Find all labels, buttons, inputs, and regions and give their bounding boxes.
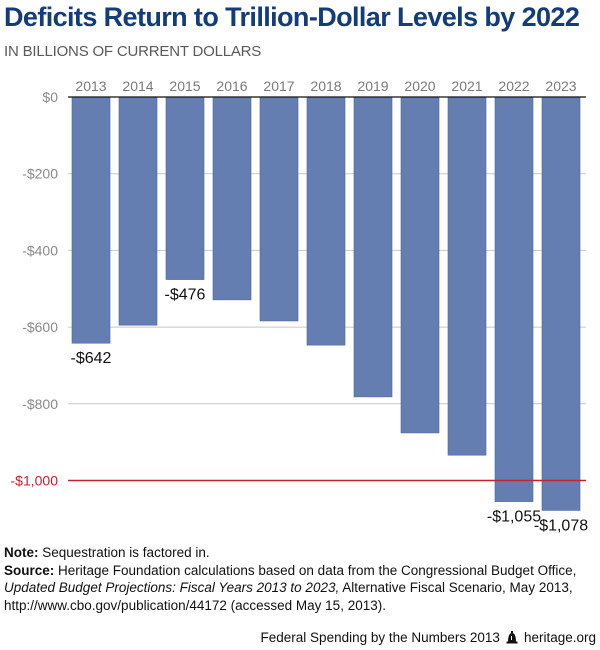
bar-2019 — [353, 96, 393, 398]
chart-subtitle: IN BILLIONS OF CURRENT DOLLARS — [4, 43, 262, 60]
category-label: 2016 — [216, 78, 247, 94]
liberty-bell-icon — [506, 631, 518, 644]
category-label: 2023 — [545, 78, 576, 94]
bar-2016 — [212, 96, 252, 301]
chart-title: Deficits Return to Trillion-Dollar Level… — [4, 2, 580, 32]
note-line: Note: Sequestration is factored in. — [4, 544, 600, 562]
bar-2014 — [118, 96, 158, 326]
bar-2023 — [541, 96, 581, 511]
bar-2018 — [306, 96, 346, 346]
y-tick-label: -$200 — [22, 166, 58, 182]
category-label: 2015 — [169, 78, 200, 94]
y-axis-ticks: $0 -$200 -$400 -$600 -$800 -$1,000 — [11, 89, 59, 489]
category-label: 2014 — [122, 78, 153, 94]
category-label: 2013 — [75, 78, 106, 94]
y-tick-label: $0 — [42, 89, 58, 105]
y-tick-label: -$600 — [22, 319, 58, 335]
data-label-2015: -$476 — [165, 287, 206, 304]
category-label: 2017 — [263, 78, 294, 94]
y-tick-label: -$1,000 — [11, 473, 59, 489]
source-text-2: Alternative Fiscal Scenario, May 2013, h… — [4, 580, 573, 613]
y-tick-label: -$800 — [22, 396, 58, 412]
site-link[interactable]: heritage.org — [523, 630, 596, 645]
source-text-1: Heritage Foundation calculations based o… — [54, 562, 577, 578]
note-text: Sequestration is factored in. — [38, 545, 210, 560]
source-title: Updated Budget Projections: Fiscal Years… — [4, 580, 340, 595]
bar-2021 — [447, 96, 487, 456]
bar-2022 — [494, 96, 534, 502]
note-label: Note: — [4, 545, 39, 560]
category-labels: 2013 2014 2015 2016 2017 2018 2019 2020 2021 2022… — [75, 78, 576, 94]
data-label-2023: -$1,078 — [534, 517, 588, 534]
source-line: Source: Heritage Foundation calculations… — [4, 562, 600, 615]
notes-block: Note: Sequestration is factored in. Sour… — [4, 544, 600, 614]
data-label-2022: -$1,055 — [487, 509, 541, 526]
source-label: Source: — [4, 562, 55, 578]
data-label-2013: -$642 — [71, 350, 112, 367]
category-label: 2021 — [451, 78, 482, 94]
publication-name: Federal Spending by the Numbers 2013 — [260, 630, 500, 645]
category-label: 2018 — [310, 78, 341, 94]
y-tick-label: -$400 — [22, 242, 58, 258]
bar-2017 — [259, 96, 299, 322]
bar-chart: $0-$200-$400-$600-$800-$1,000 2013 2014 20… — [11, 78, 589, 535]
data-labels: -$642 -$476 -$1,055-$1,078 — [71, 287, 589, 535]
bars — [71, 96, 581, 511]
category-label: 2022 — [498, 78, 529, 94]
bar-2013 — [71, 96, 111, 344]
footer: Federal Spending by the Numbers 2013 her… — [261, 630, 596, 645]
bar-2015 — [165, 96, 205, 280]
category-label: 2020 — [404, 78, 435, 94]
bar-2020 — [400, 96, 440, 434]
category-label: 2019 — [357, 78, 388, 94]
